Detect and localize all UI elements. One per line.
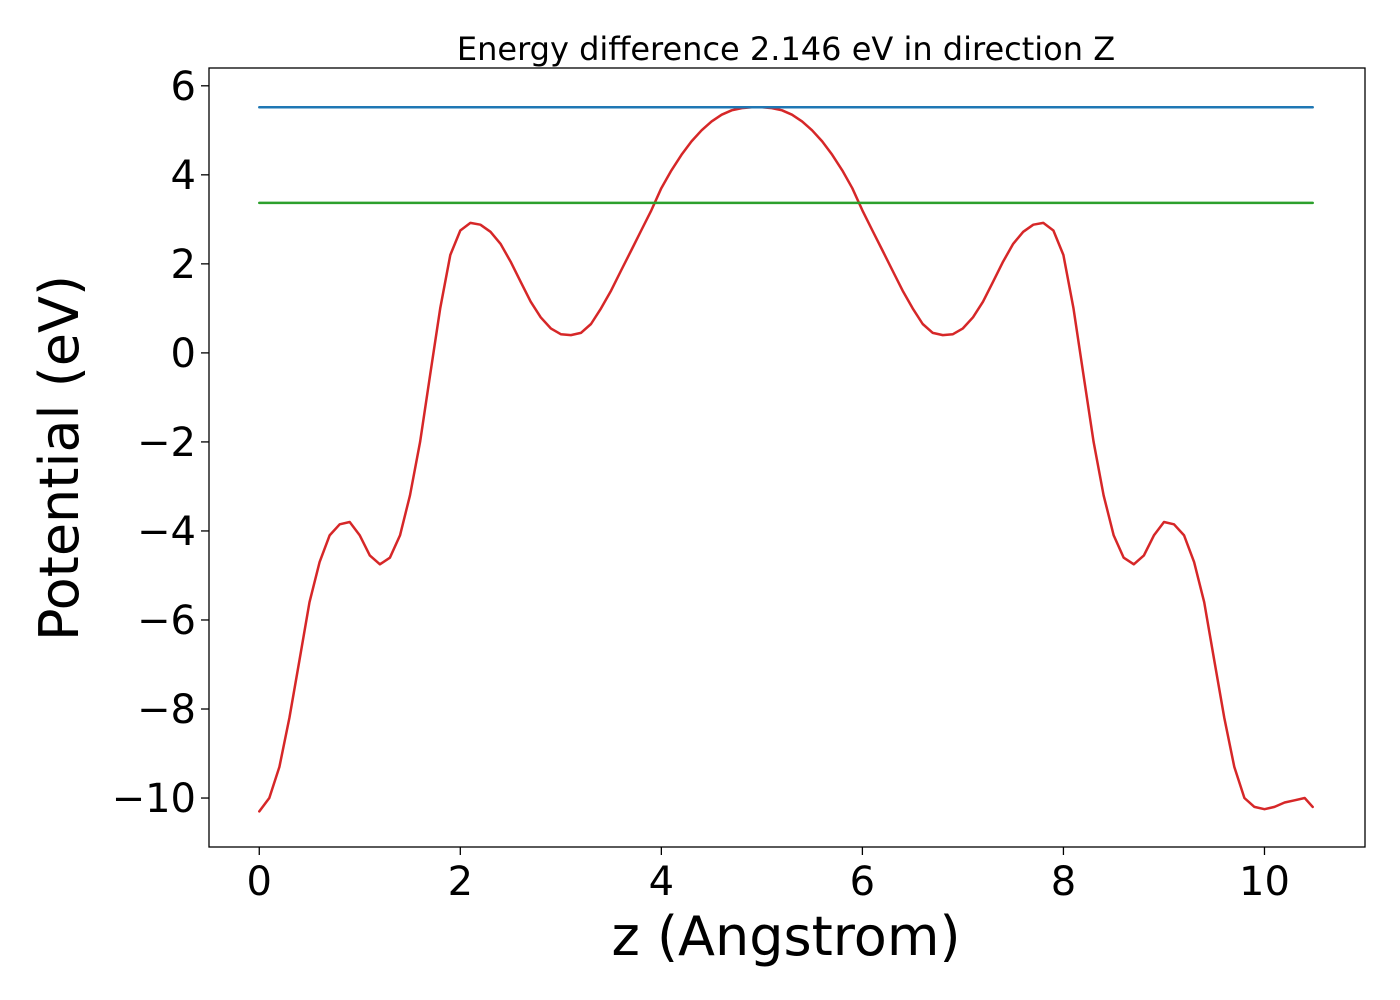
series-line-0: [258, 105, 1314, 813]
x-axis: 0 2 4 6 8 10: [247, 847, 1290, 905]
y-tick-label: −2: [137, 420, 196, 466]
plot-frame: [208, 67, 1366, 848]
y-tick-label: 6: [171, 64, 196, 110]
x-tick-label: 2: [448, 859, 473, 905]
y-tick-label: −4: [137, 509, 196, 555]
y-tick-label: 2: [171, 242, 196, 288]
series-layer: [258, 105, 1314, 813]
x-tick-label: 4: [649, 859, 674, 905]
y-axis: 6 4 2 0 −2 −4 −6 −8 −10: [112, 64, 209, 822]
x-tick-label: 10: [1239, 859, 1290, 905]
x-tick-label: 6: [850, 859, 875, 905]
chart-title: Energy difference 2.146 eV in direction …: [457, 30, 1115, 68]
x-axis-label: z (Angstrom): [611, 905, 960, 968]
y-tick-label: 0: [171, 331, 196, 377]
y-tick-label: −10: [112, 776, 196, 822]
y-axis-label: Potential (eV): [28, 275, 91, 641]
x-tick-label: 0: [247, 859, 272, 905]
y-tick-label: −6: [137, 598, 196, 644]
x-tick-label: 8: [1051, 859, 1076, 905]
y-tick-label: −8: [137, 687, 196, 733]
y-tick-label: 4: [171, 153, 196, 199]
